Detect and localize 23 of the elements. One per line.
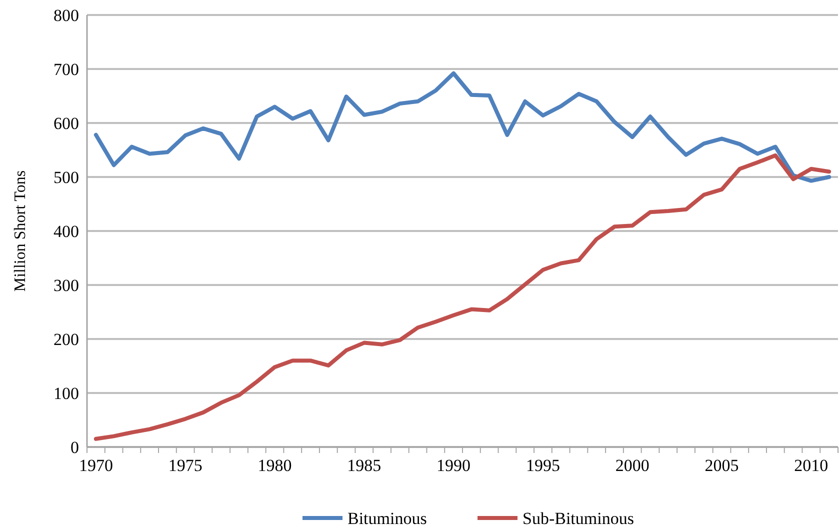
legend-label: Sub-Bituminous <box>522 508 634 528</box>
y-tick-label: 200 <box>54 330 79 349</box>
x-tick-label: 2005 <box>704 456 739 475</box>
x-tick-label: 1980 <box>258 456 292 475</box>
x-tick-label: 1995 <box>526 456 560 475</box>
y-axis-title: Million Short Tons <box>12 170 29 292</box>
y-tick-label: 300 <box>54 276 79 295</box>
y-tick-label: 0 <box>70 438 79 457</box>
y-tick-label: 600 <box>54 114 79 133</box>
x-tick-label: 1990 <box>436 456 471 475</box>
line-series <box>94 71 832 183</box>
y-tick-label: 800 <box>54 6 79 25</box>
x-tick-label: 1975 <box>168 456 202 475</box>
x-tick-label: 2000 <box>615 456 650 475</box>
y-tick-label: 100 <box>54 384 79 403</box>
x-tick-label: 1970 <box>78 456 113 475</box>
y-tick-label: 700 <box>54 60 79 79</box>
x-tick-label: 1985 <box>347 456 382 475</box>
y-tick-label: 500 <box>54 168 79 187</box>
y-tick-label: 400 <box>54 222 79 241</box>
legend-label: Bituminous <box>348 508 427 528</box>
x-tick-label: 2010 <box>794 456 828 475</box>
line-series <box>94 153 832 441</box>
